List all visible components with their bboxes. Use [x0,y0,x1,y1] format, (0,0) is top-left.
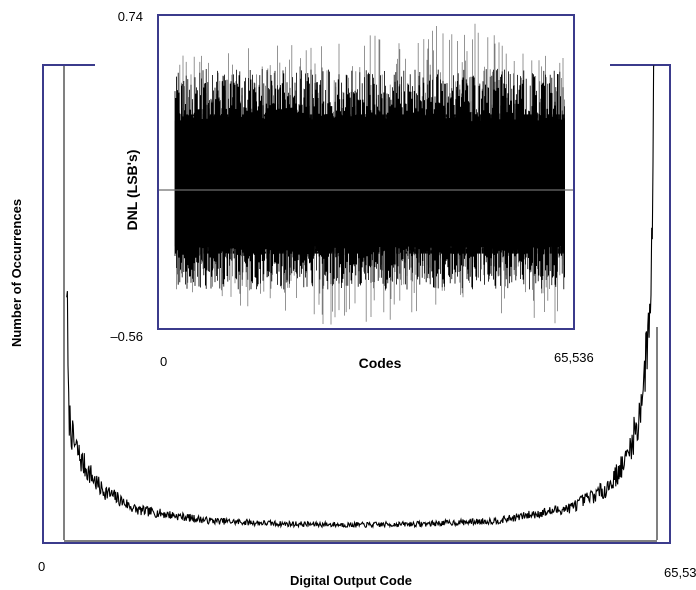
main-x-axis-label: Digital Output Code [290,573,412,588]
inset-x-axis-label: Codes [359,355,402,371]
main-x-tick-0: 0 [38,559,45,574]
inset-y-tick-min: –0.56 [110,329,143,344]
inset-x-tick-max: 65,536 [554,350,594,365]
main-histogram-series [63,65,658,542]
inset-y-axis-label: DNL (LSB's) [124,150,140,231]
inset-x-tick-0: 0 [160,354,167,369]
inset-dnl-series [174,23,565,325]
main-y-axis-label: Number of Occurrences [9,199,24,347]
main-x-tick-max: 65,536 [664,565,696,580]
inset-y-tick-max: 0.74 [118,9,143,24]
main-histogram-line [66,65,655,529]
